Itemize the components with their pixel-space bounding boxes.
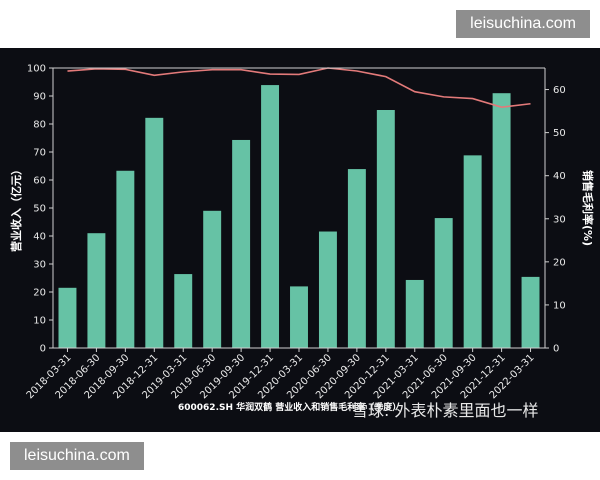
revenue-bar-2021-06-30 — [434, 218, 453, 348]
revenue-bar-2018-12-31 — [145, 117, 164, 348]
y-tick-label-30: 30 — [33, 260, 46, 271]
revenue-bar-2018-03-31 — [58, 287, 77, 348]
y2-tick-label-60: 60 — [553, 85, 566, 96]
chart-svg: 010203040506070809010001020304050602018-… — [9, 64, 595, 421]
y-tick-label-90: 90 — [33, 92, 46, 103]
y-tick-label-60: 60 — [33, 176, 46, 187]
revenue-bar-2020-03-31 — [290, 286, 308, 348]
chart-panel: 0 10 20 30 40 50 60 70 80 90 100 0 10 20 30 40 50 60 2018-… — [0, 48, 600, 432]
revenue-bar-2021-09-30 — [463, 155, 482, 348]
ticks-layer: 010203040506070809010001020304050602018-… — [25, 64, 566, 402]
revenue-bar-2020-06-30 — [318, 231, 337, 348]
y-tick-label-20: 20 — [33, 288, 46, 299]
y-tick-label-0: 0 — [40, 344, 46, 355]
y-axis-title: 营业收入（亿元） — [9, 164, 23, 252]
chart-title: 600062.SH 华润双鹤 营业收入和销售毛利率（季度） — [178, 401, 401, 413]
bars-layer — [58, 85, 540, 348]
revenue-bar-2018-06-30 — [87, 233, 106, 348]
revenue-bar-2021-12-31 — [492, 93, 511, 348]
y2-tick-label-50: 50 — [553, 128, 566, 139]
y-tick-label-10: 10 — [33, 316, 46, 327]
revenue-bar-2019-09-30 — [232, 139, 251, 348]
y2-tick-label-10: 10 — [553, 300, 566, 311]
gross-margin-line — [67, 67, 531, 109]
revenue-bar-2022-03-31 — [521, 276, 540, 348]
revenue-bar-2019-03-31 — [174, 274, 193, 348]
y2-tick-label-0: 0 — [553, 344, 559, 355]
revenue-bar-2020-09-30 — [347, 169, 366, 348]
revenue-bar-2019-12-31 — [261, 85, 280, 348]
revenue-bar-2021-03-31 — [405, 279, 424, 348]
watermark-top: leisuchina.com — [456, 10, 590, 38]
xueqiu-credit: 雪球: 外表朴素里面也一样 — [352, 401, 538, 420]
y2-tick-label-30: 30 — [553, 214, 566, 225]
y2-tick-label-20: 20 — [553, 257, 566, 268]
y-tick-label-50: 50 — [33, 204, 46, 215]
y2-axis-title: 销售毛利率(%) — [581, 170, 595, 246]
revenue-bar-2019-06-30 — [203, 210, 222, 348]
y-tick-label-80: 80 — [33, 120, 46, 131]
y-tick-label-40: 40 — [33, 232, 46, 243]
y-tick-label-100: 100 — [27, 64, 46, 75]
y2-tick-label-40: 40 — [553, 171, 566, 182]
revenue-bar-2018-09-30 — [116, 170, 135, 348]
line-layer — [67, 67, 531, 109]
y-tick-label-70: 70 — [33, 148, 46, 159]
revenue-bar-2020-12-31 — [376, 110, 395, 348]
watermark-bottom: leisuchina.com — [10, 442, 144, 470]
